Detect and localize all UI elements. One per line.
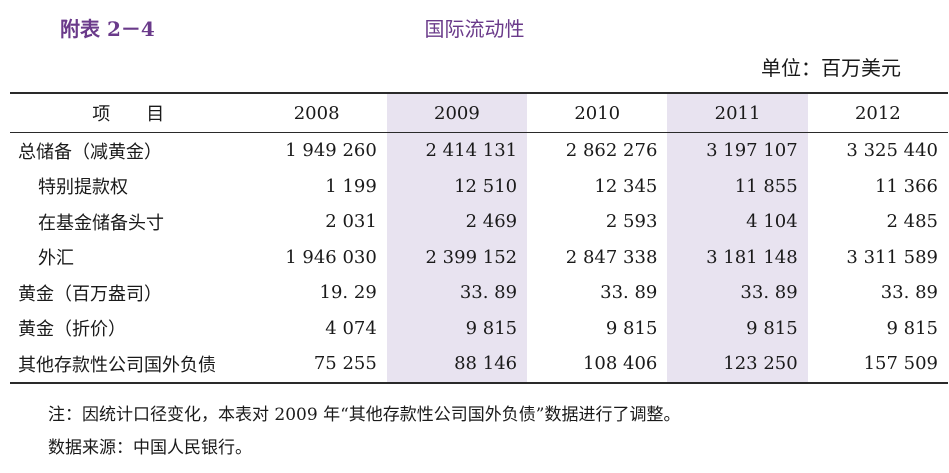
row-label: 黄金（百万盎司） [18,283,162,305]
cell-value: 2 593 [605,211,658,233]
column-header-2010: 2010 [527,92,668,133]
cell-value: 33. 89 [386,275,528,311]
cell-value: 3 325 440 [846,140,938,162]
table-row: 黄金（百万盎司） 19. 29 33. 89 33. 89 33. 89 33.… [10,275,948,311]
cell-value: 2 399 152 [386,239,528,275]
cell-value: 1 199 [325,175,377,197]
unit-label: 单位：百万美元 [761,56,901,80]
column-header-2009: 2009 [386,92,528,133]
row-label: 其他存款性公司国外负债 [10,346,247,384]
cell-value: 2 031 [325,211,377,233]
row-label: 总储备（减黄金） [18,141,162,163]
cell-value: 157 509 [807,346,948,384]
cell-value: 1 949 260 [285,140,377,162]
table-row: 外汇 1 946 030 2 399 152 2 847 338 3 181 1… [10,239,948,275]
table-note: 注：因统计口径变化，本表对 2009 年“其他存款性公司国外负债”数据进行了调整… [48,405,681,425]
appendix-label: 附表 2－4 [60,17,155,41]
cell-value: 1 946 030 [285,246,377,268]
cell-value: 33. 89 [880,282,938,304]
row-label: 外汇 [38,248,74,270]
cell-value: 3 181 148 [667,239,808,275]
cell-value: 19. 29 [319,282,377,304]
cell-value: 4 074 [325,317,377,339]
column-header-item: 项 目 [10,92,247,133]
cell-value: 9 815 [886,317,938,339]
column-header-2008: 2008 [246,92,387,133]
cell-value: 2 847 338 [565,246,658,268]
cell-value: 123 250 [667,346,808,384]
cell-value: 3 197 107 [667,132,808,169]
table-row: 其他存款性公司国外负债 75 255 88 146 108 406 123 25… [10,346,948,384]
data-source-note: 数据来源：中国人民银行。 [48,438,252,458]
table-row: 特别提款权 1 199 12 510 12 345 11 855 11 366 [10,168,948,204]
cell-value: 9 815 [605,317,658,339]
cell-value: 2 414 131 [386,132,528,169]
cell-value: 11 855 [667,168,808,204]
cell-value: 2 485 [886,211,938,233]
cell-value: 11 366 [875,175,938,197]
row-label: 特别提款权 [38,177,128,199]
table-row: 黄金（折价） 4 074 9 815 9 815 9 815 9 815 [10,310,948,346]
row-label: 在基金储备头寸 [38,212,164,234]
table-title: 国际流动性 [424,17,525,41]
cell-value: 2 862 276 [565,140,658,162]
cell-value: 9 815 [386,310,528,346]
table-header-row: 项 目 2008 2009 2010 2011 2012 [10,92,948,133]
table-row: 总储备（减黄金） 1 949 260 2 414 131 2 862 276 3… [10,132,948,169]
liquidity-table: 项 目 2008 2009 2010 2011 2012 总储备（减黄金） 1 … [10,92,948,384]
cell-value: 2 469 [386,204,528,240]
cell-value: 75 255 [246,346,387,384]
cell-value: 9 815 [667,310,808,346]
cell-value: 12 510 [386,168,528,204]
column-header-2011: 2011 [667,92,808,133]
cell-value: 3 311 589 [846,246,938,268]
table-row: 在基金储备头寸 2 031 2 469 2 593 4 104 2 485 [10,204,948,240]
column-header-2012: 2012 [807,92,948,133]
cell-value: 88 146 [386,346,528,384]
cell-value: 33. 89 [600,282,658,304]
cell-value: 33. 89 [667,275,808,311]
cell-value: 108 406 [527,346,668,384]
cell-value: 12 345 [594,175,658,197]
cell-value: 4 104 [667,204,808,240]
row-label: 黄金（折价） [18,319,126,341]
